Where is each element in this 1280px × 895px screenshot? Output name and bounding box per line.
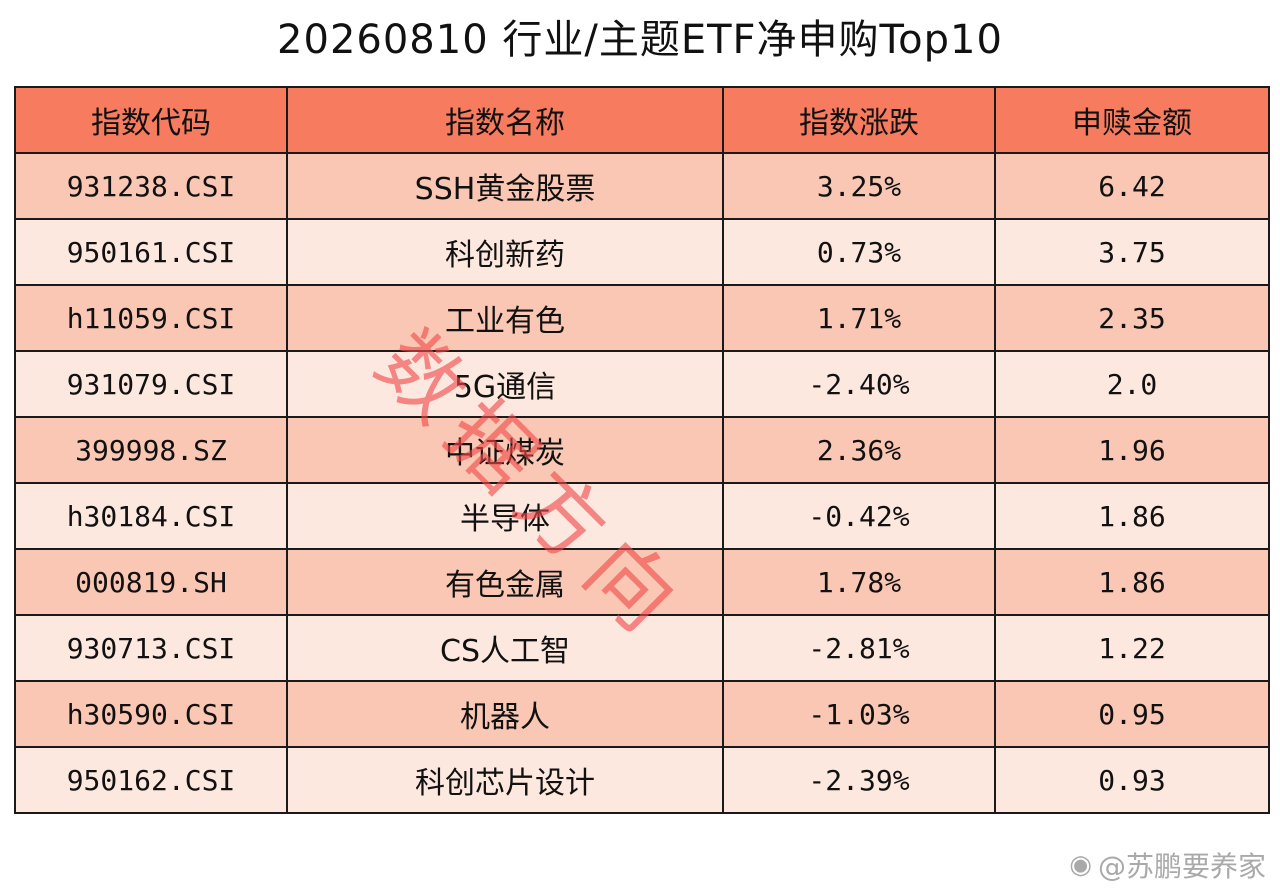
table-row: h11059.CSI 工业有色 1.71% 2.35 xyxy=(14,284,1270,352)
index-name: 中证煤炭 xyxy=(286,416,724,484)
index-code: 950161.CSI xyxy=(14,218,288,286)
table-row: h30590.CSI 机器人 -1.03% 0.95 xyxy=(14,680,1270,748)
header-index-change: 指数涨跌 xyxy=(722,86,996,154)
index-change: 1.71% xyxy=(722,284,996,352)
index-code: 930713.CSI xyxy=(14,614,288,682)
index-change: -1.03% xyxy=(722,680,996,748)
index-code: 931238.CSI xyxy=(14,152,288,220)
index-name: 工业有色 xyxy=(286,284,724,352)
index-change: 1.78% xyxy=(722,548,996,616)
net-amount: 1.22 xyxy=(994,614,1270,682)
index-change: 2.36% xyxy=(722,416,996,484)
net-amount: 3.75 xyxy=(994,218,1270,286)
net-amount: 2.35 xyxy=(994,284,1270,352)
index-change: -2.40% xyxy=(722,350,996,418)
table-row: 930713.CSI CS人工智 -2.81% 1.22 xyxy=(14,614,1270,682)
table-row: 931079.CSI 5G通信 -2.40% 2.0 xyxy=(14,350,1270,418)
table-row: 399998.SZ 中证煤炭 2.36% 1.96 xyxy=(14,416,1270,484)
net-amount: 0.93 xyxy=(994,746,1270,814)
table-row: 000819.SH 有色金属 1.78% 1.86 xyxy=(14,548,1270,616)
index-name: 科创芯片设计 xyxy=(286,746,724,814)
index-change: 3.25% xyxy=(722,152,996,220)
net-amount: 6.42 xyxy=(994,152,1270,220)
net-amount: 1.86 xyxy=(994,548,1270,616)
index-code: 950162.CSI xyxy=(14,746,288,814)
net-amount: 1.96 xyxy=(994,416,1270,484)
index-change: 0.73% xyxy=(722,218,996,286)
index-code: 000819.SH xyxy=(14,548,288,616)
etf-table: 指数代码 指数名称 指数涨跌 申赎金额 931238.CSI SSH黄金股票 3… xyxy=(14,86,1270,814)
index-change: -0.42% xyxy=(722,482,996,550)
table-row: 931238.CSI SSH黄金股票 3.25% 6.42 xyxy=(14,152,1270,220)
table-row: 950162.CSI 科创芯片设计 -2.39% 0.93 xyxy=(14,746,1270,814)
index-name: 科创新药 xyxy=(286,218,724,286)
index-code: h30184.CSI xyxy=(14,482,288,550)
index-code: 399998.SZ xyxy=(14,416,288,484)
index-name: SSH黄金股票 xyxy=(286,152,724,220)
header-index-code: 指数代码 xyxy=(14,86,288,154)
index-name: 半导体 xyxy=(286,482,724,550)
index-change: -2.39% xyxy=(722,746,996,814)
index-name: 机器人 xyxy=(286,680,724,748)
table-header-row: 指数代码 指数名称 指数涨跌 申赎金额 xyxy=(14,86,1270,154)
header-index-name: 指数名称 xyxy=(286,86,724,154)
net-amount: 2.0 xyxy=(994,350,1270,418)
table-row: h30184.CSI 半导体 -0.42% 1.86 xyxy=(14,482,1270,550)
net-amount: 0.95 xyxy=(994,680,1270,748)
index-change: -2.81% xyxy=(722,614,996,682)
page-title: 20260810 行业/主题ETF净申购Top10 xyxy=(277,17,1003,63)
index-name: 有色金属 xyxy=(286,548,724,616)
index-name: 5G通信 xyxy=(286,350,724,418)
weibo-icon: ◉ xyxy=(1069,850,1092,880)
header-net-amount: 申赎金额 xyxy=(994,86,1270,154)
author-credit-label: @苏鹏要养家 xyxy=(1097,850,1266,883)
table-row: 950161.CSI 科创新药 0.73% 3.75 xyxy=(14,218,1270,286)
author-credit: ◉ @苏鹏要养家 xyxy=(1069,845,1266,885)
index-name: CS人工智 xyxy=(286,614,724,682)
index-code: h11059.CSI xyxy=(14,284,288,352)
net-amount: 1.86 xyxy=(994,482,1270,550)
index-code: 931079.CSI xyxy=(14,350,288,418)
index-code: h30590.CSI xyxy=(14,680,288,748)
